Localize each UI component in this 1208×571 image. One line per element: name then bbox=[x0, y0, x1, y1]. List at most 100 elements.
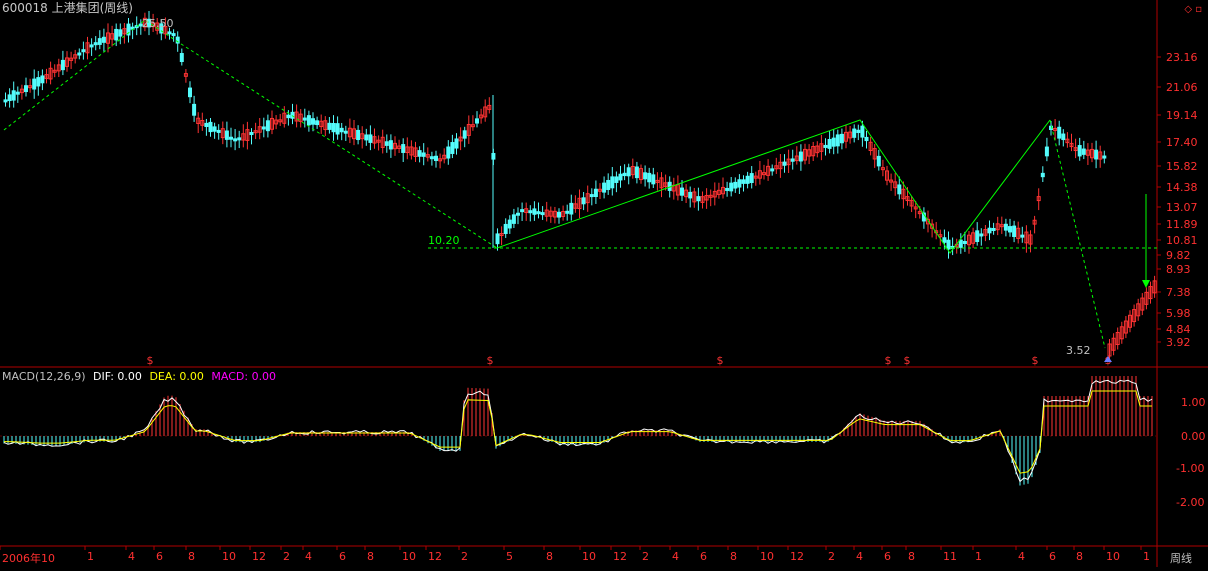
candle-body bbox=[241, 133, 246, 141]
time-tick-label: 8 bbox=[1076, 550, 1083, 563]
price-tick-label: 9.82 bbox=[1166, 249, 1191, 262]
candle-body bbox=[905, 196, 910, 202]
time-tick-label: 6 bbox=[339, 550, 346, 563]
candle-body bbox=[962, 241, 967, 245]
candle-body bbox=[794, 155, 799, 162]
candle-body bbox=[229, 136, 233, 140]
candle-body bbox=[429, 156, 434, 160]
diamond-icon[interactable]: ◇ bbox=[1184, 4, 1193, 15]
candle-body bbox=[65, 57, 69, 67]
price-tick-label: 7.38 bbox=[1166, 286, 1191, 299]
restore-icon[interactable]: ▫ bbox=[1195, 4, 1202, 15]
candle-body bbox=[868, 141, 873, 151]
candle-body bbox=[811, 146, 816, 157]
candle-body bbox=[839, 133, 844, 144]
candle-body bbox=[69, 57, 74, 61]
candle-body bbox=[598, 188, 602, 192]
candle-body bbox=[28, 85, 33, 89]
candle-body bbox=[926, 218, 930, 225]
time-tick-label: 2006年10 bbox=[2, 552, 55, 565]
candle-body bbox=[967, 234, 971, 246]
candle-body bbox=[36, 77, 41, 87]
candle-body bbox=[200, 120, 205, 126]
signal-marker bbox=[1104, 356, 1112, 362]
candle-body bbox=[889, 179, 894, 183]
candle-body bbox=[721, 186, 725, 195]
macd-tick-label: 1.00 bbox=[1181, 396, 1206, 409]
candle-body bbox=[622, 172, 627, 177]
candle-body bbox=[716, 189, 721, 195]
price-tick-label: 19.14 bbox=[1166, 109, 1198, 122]
candle-body bbox=[470, 124, 475, 128]
candle-body bbox=[577, 197, 582, 210]
candle-body bbox=[741, 179, 746, 184]
candle-body bbox=[975, 230, 980, 243]
candle-body bbox=[1065, 138, 1070, 144]
candle-body bbox=[548, 210, 553, 217]
candle-body bbox=[1094, 149, 1099, 160]
candle-body bbox=[1008, 226, 1012, 233]
candle-body bbox=[893, 181, 898, 189]
candle-body bbox=[1024, 231, 1029, 244]
candle-body bbox=[532, 208, 537, 215]
candle-body bbox=[573, 203, 578, 209]
candle-body bbox=[569, 202, 574, 215]
candle-body bbox=[323, 120, 328, 131]
dif-label: DIF: 0.00 bbox=[93, 370, 142, 383]
candle-body bbox=[19, 88, 24, 94]
candle-body bbox=[114, 28, 119, 41]
candle-body bbox=[1061, 133, 1066, 141]
candle-body bbox=[774, 165, 779, 170]
candle-body bbox=[421, 152, 426, 157]
candle-body bbox=[118, 29, 123, 37]
candle-body bbox=[331, 122, 336, 133]
candle-body bbox=[204, 122, 209, 127]
candle-body bbox=[1040, 172, 1045, 178]
price-tick-label: 3.92 bbox=[1166, 336, 1191, 349]
time-tick-label: 12 bbox=[790, 550, 804, 563]
candle-body bbox=[909, 199, 914, 207]
candle-body bbox=[73, 54, 78, 59]
candle-body bbox=[1028, 234, 1033, 245]
candle-body bbox=[413, 147, 418, 157]
candle-body bbox=[602, 182, 607, 193]
candle-body bbox=[380, 136, 385, 148]
candle-body bbox=[917, 211, 922, 215]
candle-body bbox=[819, 143, 824, 152]
candle-body bbox=[163, 26, 168, 35]
candle-body bbox=[852, 128, 857, 138]
time-tick-label: 4 bbox=[128, 550, 135, 563]
time-tick-label: 6 bbox=[156, 550, 163, 563]
candle-body bbox=[101, 36, 106, 43]
candle-body bbox=[356, 129, 361, 141]
candle-body bbox=[466, 124, 471, 136]
period-label[interactable]: 周线 bbox=[1170, 552, 1192, 565]
candle-body bbox=[24, 85, 28, 93]
candle-body bbox=[946, 239, 951, 250]
candle-body bbox=[1152, 280, 1157, 294]
candle-body bbox=[1090, 148, 1094, 159]
candle-body bbox=[557, 211, 561, 218]
time-tick-label: 10 bbox=[582, 550, 596, 563]
time-tick-label: 5 bbox=[506, 550, 513, 563]
candle-body bbox=[987, 227, 992, 234]
candle-body bbox=[216, 129, 221, 133]
price-tick-label: 15.82 bbox=[1166, 160, 1198, 173]
candle-body bbox=[1032, 219, 1037, 225]
candle-body bbox=[782, 161, 787, 166]
time-tick-label: 4 bbox=[305, 550, 312, 563]
candle-body bbox=[327, 122, 332, 130]
candle-body bbox=[1128, 314, 1132, 328]
candle-body bbox=[56, 64, 61, 72]
candle-body bbox=[175, 36, 180, 44]
candle-body bbox=[561, 210, 566, 217]
time-tick-label: 2 bbox=[283, 550, 290, 563]
candle-body bbox=[995, 223, 1000, 231]
candle-body bbox=[257, 126, 262, 133]
window-controls[interactable]: ◇ ▫ bbox=[1184, 3, 1202, 16]
candle-body bbox=[311, 118, 315, 125]
candle-body bbox=[85, 42, 90, 54]
candle-body bbox=[708, 194, 713, 198]
